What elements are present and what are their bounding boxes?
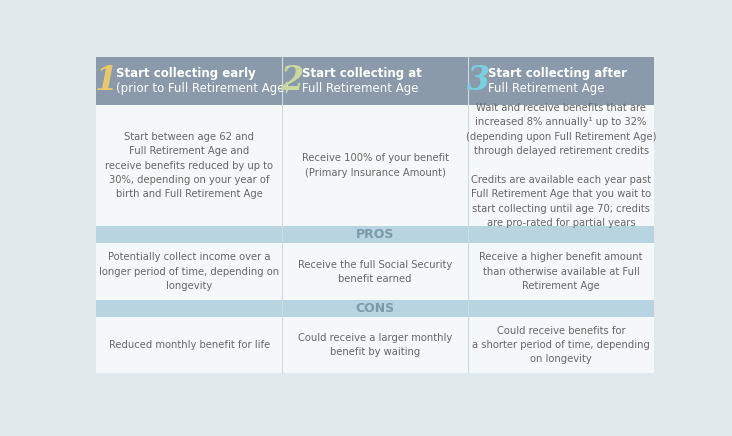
Text: CONS: CONS — [356, 302, 395, 315]
Bar — [468, 243, 654, 300]
Bar — [282, 105, 468, 226]
Text: Could receive a larger monthly
benefit by waiting: Could receive a larger monthly benefit b… — [298, 333, 452, 357]
Text: Full Retirement Age: Full Retirement Age — [302, 82, 419, 95]
Text: Reduced monthly benefit for life: Reduced monthly benefit for life — [108, 340, 270, 350]
Text: Receive 100% of your benefit
(Primary Insurance Amount): Receive 100% of your benefit (Primary In… — [302, 153, 449, 178]
Bar — [96, 226, 654, 243]
Bar — [96, 243, 282, 300]
Text: Receive the full Social Security
benefit earned: Receive the full Social Security benefit… — [298, 259, 452, 284]
Bar — [96, 300, 654, 317]
Text: Start collecting after: Start collecting after — [488, 67, 627, 80]
Text: Start between age 62 and
Full Retirement Age and
receive benefits reduced by up : Start between age 62 and Full Retirement… — [105, 132, 273, 199]
Text: Wait and receive benefits that are
increased 8% annually¹ up to 32%
(depending u: Wait and receive benefits that are incre… — [466, 103, 657, 228]
Text: Could receive benefits for
a shorter period of time, depending
on longevity: Could receive benefits for a shorter per… — [472, 326, 650, 364]
Bar — [96, 57, 654, 105]
Bar — [282, 317, 468, 373]
Text: (prior to Full Retirement Age): (prior to Full Retirement Age) — [116, 82, 289, 95]
Bar — [96, 317, 282, 373]
Bar — [96, 105, 282, 226]
Text: 3: 3 — [466, 64, 490, 97]
Text: 2: 2 — [280, 64, 304, 97]
Text: Potentially collect income over a
longer period of time, depending on
longevity: Potentially collect income over a longer… — [99, 252, 279, 291]
Text: Start collecting at: Start collecting at — [302, 67, 422, 80]
Bar — [468, 105, 654, 226]
Text: 1: 1 — [94, 64, 118, 97]
Text: Start collecting early: Start collecting early — [116, 67, 256, 80]
Text: PROS: PROS — [356, 228, 395, 241]
Text: Full Retirement Age: Full Retirement Age — [488, 82, 605, 95]
Bar — [468, 317, 654, 373]
Bar — [282, 243, 468, 300]
Text: Receive a higher benefit amount
than otherwise available at Full
Retirement Age: Receive a higher benefit amount than oth… — [479, 252, 643, 291]
